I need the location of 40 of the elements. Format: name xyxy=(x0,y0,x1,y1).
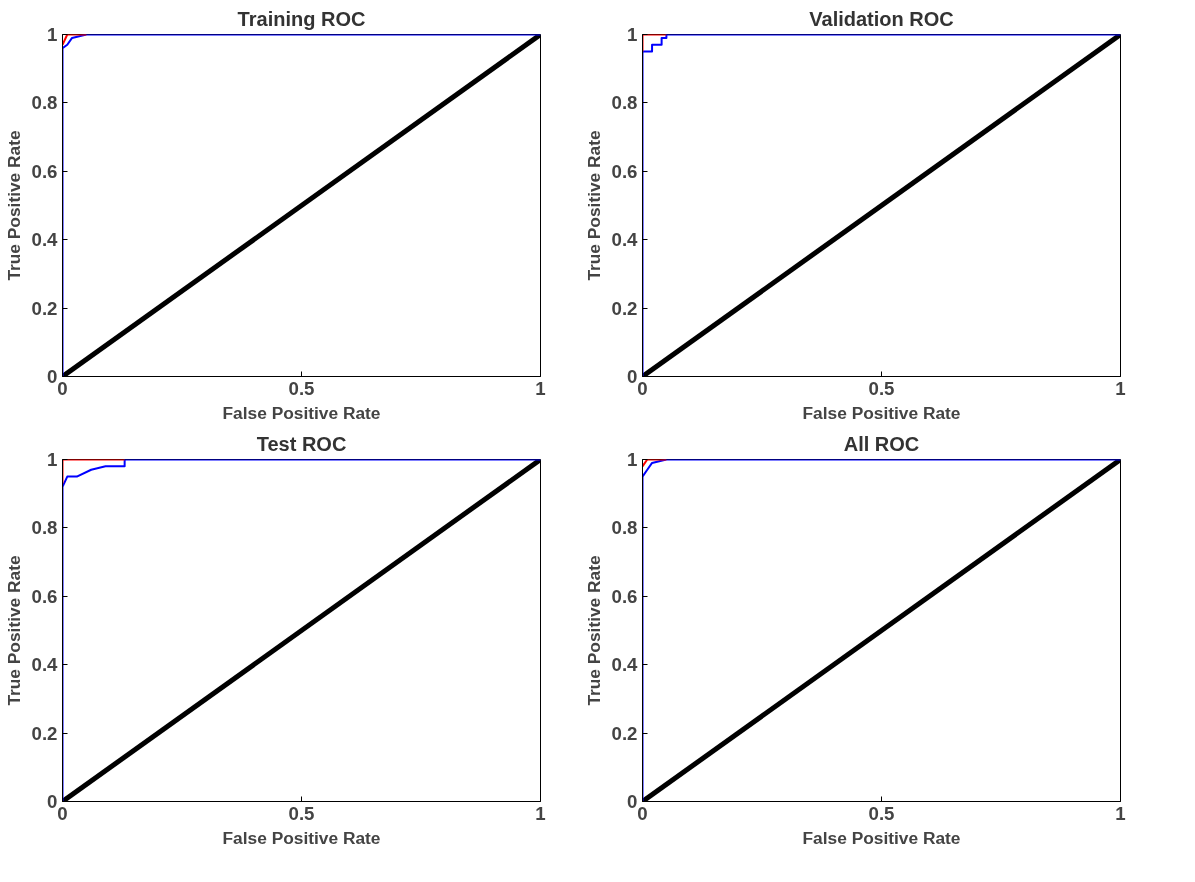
x-axis-title: False Positive Rate xyxy=(802,827,961,848)
chart-title: All ROC xyxy=(843,432,920,455)
y-tick-label: 0.4 xyxy=(31,654,59,676)
y-axis-title: True Positive Rate xyxy=(583,555,604,706)
y-tick-label: 0.4 xyxy=(611,229,639,251)
x-tick-label: 0.5 xyxy=(288,802,315,824)
y-tick-label: 0.8 xyxy=(31,517,58,539)
chart-title: Validation ROC xyxy=(809,7,954,30)
chart-title: Test ROC xyxy=(256,432,347,455)
y-tick-label: 0.2 xyxy=(611,297,638,319)
x-tick-label: 1 xyxy=(535,377,546,399)
y-tick-label: 0.4 xyxy=(31,229,59,251)
y-axis-title: True Positive Rate xyxy=(583,130,604,281)
y-tick-label: 0.8 xyxy=(31,92,58,114)
y-tick-label: 0.4 xyxy=(611,654,639,676)
y-tick-label: 1 xyxy=(627,449,638,470)
x-tick-label: 1 xyxy=(1115,377,1126,399)
y-tick-label: 1 xyxy=(627,24,638,45)
y-tick-label: 0.8 xyxy=(611,92,638,114)
y-tick-label: 0.6 xyxy=(31,585,58,607)
x-axis-title: False Positive Rate xyxy=(222,827,381,848)
x-axis-title: False Positive Rate xyxy=(222,402,381,423)
y-tick-label: 1 xyxy=(47,449,58,470)
y-tick-label: 0.6 xyxy=(611,585,638,607)
y-tick-label: 0.6 xyxy=(31,160,58,182)
y-tick-label: 0.2 xyxy=(31,722,58,744)
y-tick-label: 0.6 xyxy=(611,160,638,182)
y-tick-label: 1 xyxy=(47,24,58,45)
y-tick-label: 0.2 xyxy=(31,297,58,319)
x-tick-label: 1 xyxy=(1115,802,1126,824)
x-tick-label: 1 xyxy=(535,802,546,824)
x-axis-title: False Positive Rate xyxy=(802,402,961,423)
y-axis-title: True Positive Rate xyxy=(3,555,24,706)
y-tick-label: 0.8 xyxy=(611,517,638,539)
y-tick-label: 0.2 xyxy=(611,722,638,744)
x-tick-label: 0.5 xyxy=(868,377,895,399)
chart-title: Training ROC xyxy=(237,7,366,30)
x-tick-label: 0.5 xyxy=(288,377,315,399)
y-axis-title: True Positive Rate xyxy=(3,130,24,281)
x-tick-label: 0.5 xyxy=(868,802,895,824)
